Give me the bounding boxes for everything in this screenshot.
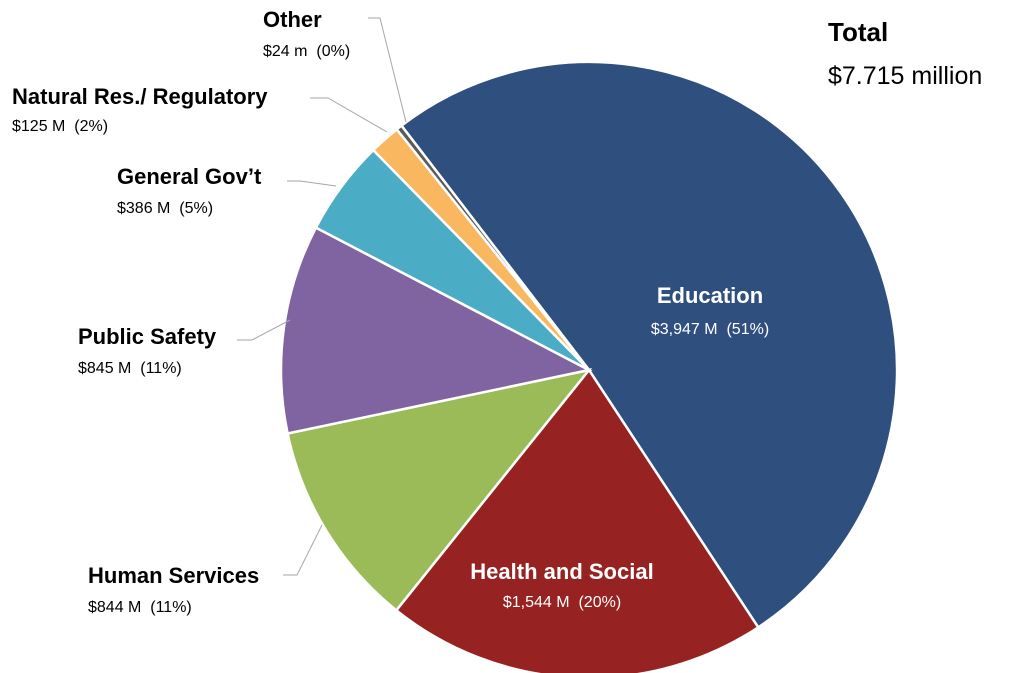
slice-label-education: Education (657, 283, 763, 308)
slice-labels: Education $3,947 M (51%) Health and Social… (12, 7, 769, 616)
slice-label-general-gov-t: General Gov’t (117, 164, 262, 189)
leader-line-natural-res-regulatory (310, 97, 388, 133)
slice-value-public-safety: $845 M (11%) (78, 360, 182, 377)
pie-slice-other (395, 123, 590, 371)
slice-value-other: $24 m (0%) (263, 43, 350, 60)
total-label: Total (828, 17, 888, 47)
slice-value-education: $3,947 M (51%) (651, 321, 769, 338)
slice-value-human-services: $844 M (11%) (88, 599, 192, 616)
pie-slice-human-services (286, 368, 593, 613)
slice-label-public-safety: Public Safety (78, 324, 217, 349)
leader-lines (237, 17, 407, 576)
leader-line-human-services (283, 524, 323, 576)
total-value: $7.715 million (828, 62, 982, 90)
pie-slice-education (399, 60, 899, 630)
pie-slice-health-and-social (394, 367, 760, 673)
pie-slices (279, 60, 899, 673)
slice-label-natural-res-regulatory: Natural Res./ Regulatory (12, 84, 268, 109)
slice-label-health-and-social: Health and Social (470, 559, 653, 584)
pie-slice-public-safety (279, 225, 593, 435)
leader-line-general-gov-t (287, 180, 337, 187)
slice-value-natural-res-regulatory: $125 M (2%) (12, 118, 108, 135)
slice-value-general-gov-t: $386 M (5%) (117, 200, 213, 217)
slice-label-other: Other (263, 7, 322, 32)
leader-line-public-safety (237, 319, 291, 341)
leader-line-other (368, 17, 407, 123)
slice-value-health-and-social: $1,544 M (20%) (503, 594, 621, 611)
slice-label-human-services: Human Services (88, 563, 259, 588)
